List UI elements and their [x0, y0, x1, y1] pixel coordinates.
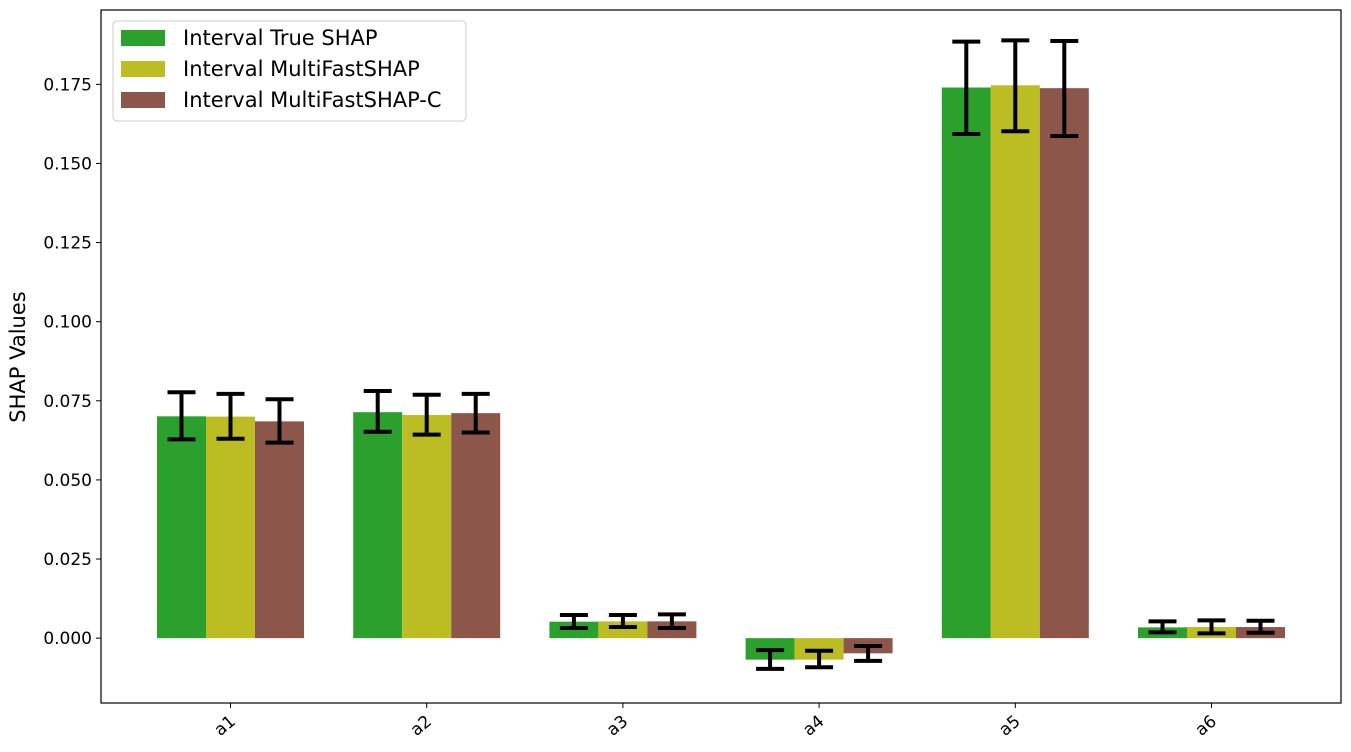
- bar: [451, 413, 501, 639]
- y-tick-label: 0.075: [43, 392, 92, 412]
- bar: [206, 416, 255, 639]
- axes-layer: [100, 9, 1342, 704]
- legend-swatch: [121, 92, 165, 108]
- legend-label: Interval MultiFastSHAP: [183, 57, 420, 81]
- bar: [941, 87, 991, 639]
- bar: [255, 421, 304, 639]
- legend-swatch: [121, 61, 165, 77]
- legend-label: Interval True SHAP: [183, 26, 378, 50]
- bars-layer: [157, 85, 1285, 660]
- legend-label: Interval MultiFastSHAP-C: [183, 88, 442, 112]
- error-bars-layer: [167, 38, 1275, 671]
- y-tick-label: 0.125: [43, 234, 92, 254]
- legend: Interval True SHAP Interval MultiFastSHAP…: [112, 20, 467, 122]
- y-tick-label: 0.050: [43, 471, 92, 491]
- y-tick-label: 0.150: [43, 154, 92, 174]
- y-tick-label: 0.000: [43, 629, 92, 649]
- bar: [1039, 88, 1089, 639]
- y-axis-title: SHAP Values: [6, 291, 30, 422]
- legend-swatch: [121, 30, 165, 46]
- bar: [402, 415, 452, 639]
- bar: [157, 416, 206, 639]
- y-tick-label: 0.025: [43, 550, 92, 570]
- bar: [990, 85, 1040, 639]
- y-axis: 0.000 0.025 0.050 0.075 0.100 0.125 0.150 0.175: [43, 75, 101, 649]
- legend-box: [112, 20, 467, 122]
- y-tick-label: 0.100: [43, 313, 92, 333]
- plot-frame: [100, 9, 1342, 704]
- y-tick-label: 0.175: [43, 75, 92, 95]
- bar: [353, 412, 403, 639]
